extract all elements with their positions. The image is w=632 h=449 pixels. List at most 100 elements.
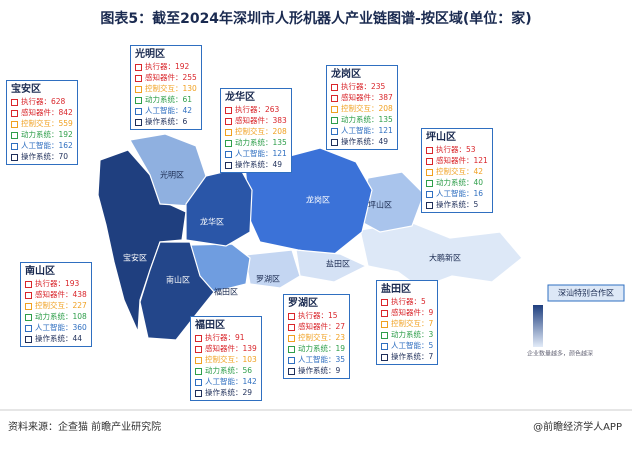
item-row: 控制交互：208: [225, 126, 287, 137]
item-row: 感知器件：121: [426, 155, 488, 166]
item-label: 操作系统：: [235, 160, 273, 169]
district-box: 南山区 执行器：193 感知器件：438 控制交互：227 动力系统：108 人工智能：3…: [20, 262, 92, 347]
item-label: 感知器件：: [205, 344, 243, 353]
item-label: 控制交互：: [205, 355, 243, 364]
item-row: 操作系统：70: [11, 151, 73, 162]
item-value: 23: [335, 333, 346, 342]
map-label: 盐田区: [326, 259, 350, 269]
item-value: 628: [51, 97, 66, 106]
item-row: 感知器件：842: [11, 107, 73, 118]
item-value: 121: [473, 156, 488, 165]
item-row: 人工智能：162: [11, 140, 73, 151]
item-row: 操作系统：44: [25, 333, 87, 344]
item-value: 5: [473, 200, 479, 209]
item-label: 感知器件：: [341, 93, 379, 102]
district-box: 坪山区 执行器：53 感知器件：121 控制交互：42 动力系统：40 人工智能：16 操作…: [421, 128, 493, 213]
item-row: 控制交互：559: [11, 118, 73, 129]
item-row: 控制交互：23: [288, 332, 345, 343]
item-icon: [225, 161, 232, 169]
item-label: 动力系统：: [21, 130, 59, 139]
item-icon: [195, 367, 202, 375]
brand: @前瞻经济学人APP: [533, 422, 622, 433]
map-label: 坪山区: [368, 200, 392, 210]
map-label: 龙华区: [200, 217, 224, 227]
item-value: 19: [335, 344, 346, 353]
district-name: 南山区: [25, 266, 55, 277]
item-icon: [381, 320, 388, 328]
district-box: 龙岗区 执行器：235 感知器件：387 控制交互：208 动力系统：135 人工智能：1…: [326, 65, 398, 150]
item-row: 控制交互：130: [135, 83, 197, 94]
item-label: 操作系统：: [298, 366, 336, 375]
item-label: 动力系统：: [341, 115, 379, 124]
item-row: 动力系统：135: [225, 137, 287, 148]
item-label: 动力系统：: [391, 330, 429, 339]
item-row: 动力系统：61: [135, 94, 197, 105]
item-label: 动力系统：: [298, 344, 336, 353]
district-box: 盐田区 执行器：5 感知器件：9 控制交互：7 动力系统：3 人工智能：5 操作系统：7: [376, 280, 439, 365]
item-icon: [11, 120, 18, 128]
item-icon: [11, 109, 18, 117]
region-longgang: [244, 147, 373, 257]
item-icon: [195, 345, 202, 353]
item-value: 208: [272, 127, 287, 136]
item-row: 操作系统：5: [426, 199, 488, 210]
item-label: 动力系统：: [205, 366, 243, 375]
item-icon: [135, 96, 142, 104]
item-icon: [25, 324, 32, 332]
item-icon: [288, 312, 295, 320]
item-row: 操作系统：7: [381, 351, 433, 362]
item-value: 16: [473, 189, 484, 198]
item-row: 执行器：193: [25, 278, 87, 289]
item-label: 执行器：: [341, 82, 371, 91]
map-label: 宝安区: [123, 253, 147, 263]
item-value: 255: [182, 73, 197, 82]
item-value: 5: [428, 341, 434, 350]
region-nanshan: [139, 241, 215, 341]
item-label: 人工智能：: [145, 106, 183, 115]
district-name: 龙岗区: [331, 69, 361, 80]
item-row: 感知器件：139: [195, 343, 257, 354]
item-icon: [225, 150, 232, 158]
shenshan-box: [547, 284, 625, 302]
district-name: 龙华区: [225, 92, 255, 103]
item-row: 执行器：263: [225, 104, 287, 115]
item-row: 人工智能：360: [25, 322, 87, 333]
item-icon: [288, 367, 295, 375]
item-value: 27: [335, 322, 346, 331]
item-icon: [135, 74, 142, 82]
item-row: 执行器：53: [426, 144, 488, 155]
item-label: 操作系统：: [145, 117, 183, 126]
item-label: 控制交互：: [391, 319, 429, 328]
item-label: 控制交互：: [298, 333, 336, 342]
item-icon: [288, 345, 295, 353]
district-name: 坪山区: [426, 132, 456, 143]
item-icon: [11, 131, 18, 139]
item-value: 61: [182, 95, 193, 104]
item-label: 控制交互：: [35, 301, 73, 310]
item-label: 执行器：: [35, 279, 65, 288]
item-value: 130: [182, 84, 197, 93]
item-value: 360: [72, 323, 87, 332]
item-label: 感知器件：: [298, 322, 336, 331]
item-row: 动力系统：192: [11, 129, 73, 140]
region-yantian: [295, 249, 368, 283]
item-value: 70: [58, 152, 69, 161]
item-value: 135: [272, 138, 287, 147]
item-icon: [381, 298, 388, 306]
item-label: 操作系统：: [341, 137, 379, 146]
item-icon: [288, 356, 295, 364]
item-icon: [331, 105, 338, 113]
item-value: 559: [58, 119, 73, 128]
item-value: 135: [378, 115, 393, 124]
item-label: 执行器：: [21, 97, 51, 106]
item-row: 操作系统：6: [135, 116, 197, 127]
item-label: 人工智能：: [235, 149, 273, 158]
item-value: 108: [72, 312, 87, 321]
district-name: 罗湖区: [288, 298, 318, 309]
item-row: 感知器件：387: [331, 92, 393, 103]
item-row: 感知器件：27: [288, 321, 345, 332]
item-icon: [25, 280, 32, 288]
item-label: 感知器件：: [436, 156, 474, 165]
map-label: 深汕特别合作区: [558, 288, 614, 298]
district-name: 宝安区: [11, 84, 41, 95]
